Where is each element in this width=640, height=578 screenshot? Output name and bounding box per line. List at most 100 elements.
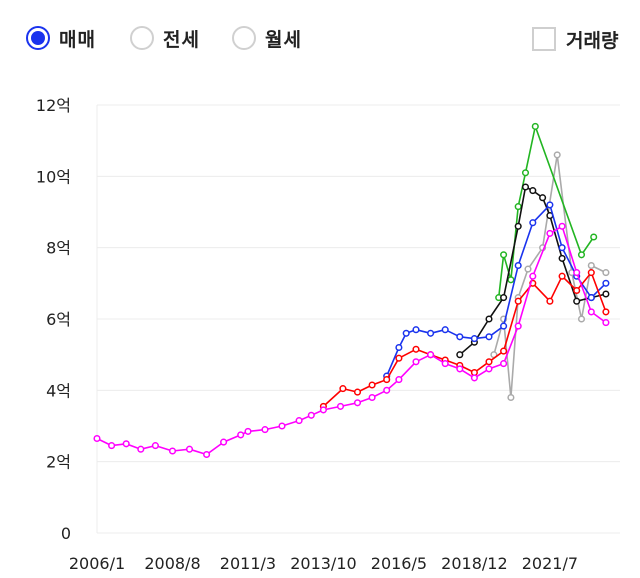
data-point <box>521 169 530 177</box>
data-point <box>573 297 581 305</box>
radio-monthly-rent[interactable]: 월세 <box>232 24 302 52</box>
data-point <box>514 297 522 305</box>
volume-checkbox[interactable]: 거래량 <box>532 26 618 52</box>
data-point <box>514 222 522 230</box>
data-point <box>558 272 566 280</box>
series-line <box>319 269 610 410</box>
y-tick-label: 10억 <box>36 167 71 186</box>
radio-label-sale: 매매 <box>59 28 96 51</box>
radio-dot-selected <box>31 31 45 45</box>
data-point <box>546 229 554 237</box>
y-tick-label: 4억 <box>46 381 71 400</box>
data-point <box>353 388 362 396</box>
series-path <box>96 225 607 456</box>
data-point <box>587 294 595 302</box>
data-point <box>514 261 522 270</box>
radio-circle-sale <box>26 26 50 50</box>
data-point <box>456 333 464 341</box>
data-point <box>558 222 566 230</box>
data-point <box>485 358 493 366</box>
x-tick-label: 2008/8 <box>144 554 200 573</box>
data-point <box>587 261 595 270</box>
data-point <box>590 233 598 241</box>
data-point <box>521 183 530 191</box>
data-point <box>577 251 586 259</box>
data-point <box>395 354 403 362</box>
data-point <box>546 297 554 305</box>
data-point <box>108 442 116 450</box>
data-point <box>514 203 522 211</box>
y-tick-label: 12억 <box>36 96 71 115</box>
data-point <box>500 294 508 302</box>
data-point <box>485 315 493 323</box>
volume-checkbox-label: 거래량 <box>566 29 619 52</box>
data-point <box>295 417 303 425</box>
data-point <box>441 326 449 334</box>
data-point <box>500 322 508 330</box>
data-point <box>602 290 610 298</box>
data-point <box>573 269 581 277</box>
data-point <box>456 351 464 359</box>
radio-label-jeonse: 전세 <box>163 28 200 51</box>
data-point <box>395 376 403 384</box>
data-point <box>470 374 478 382</box>
data-point <box>602 319 610 327</box>
x-tick-label: 2013/10 <box>290 554 356 573</box>
x-tick-label: 2021/7 <box>522 554 578 573</box>
data-point <box>220 438 228 446</box>
data-point <box>587 308 595 316</box>
radio-sale[interactable]: 매매 <box>26 24 96 52</box>
data-point <box>485 365 493 373</box>
data-point <box>507 276 515 284</box>
data-point <box>485 333 493 341</box>
x-axis-ticks: 2006/1 2008/8 2011/3 2013/10 2016/5 2018/12 20… <box>69 554 578 573</box>
y-tick-label: 0 <box>61 524 71 543</box>
radio-jeonse[interactable]: 전세 <box>130 24 200 52</box>
data-point <box>383 376 391 384</box>
y-tick-label: 6억 <box>46 310 71 329</box>
data-point <box>529 219 537 227</box>
x-tick-label: 2011/3 <box>220 554 276 573</box>
data-point <box>500 360 508 368</box>
data-point <box>402 329 410 337</box>
data-point <box>237 431 245 439</box>
series-path <box>459 186 607 356</box>
series-line <box>456 183 610 359</box>
data-point <box>412 345 420 353</box>
data-point <box>383 386 391 394</box>
data-point <box>507 393 515 402</box>
data-point <box>307 411 315 419</box>
data-point <box>529 187 537 195</box>
data-point <box>546 201 554 209</box>
y-tick-label: 2억 <box>46 453 71 472</box>
data-point <box>602 279 610 287</box>
data-point <box>524 265 532 273</box>
data-point <box>168 447 177 455</box>
data-point <box>203 450 211 459</box>
data-point <box>531 122 539 130</box>
data-point <box>514 322 522 330</box>
data-point <box>558 244 566 252</box>
data-point <box>412 358 420 366</box>
x-tick-label: 2018/12 <box>441 554 507 573</box>
chart-grid <box>96 104 620 534</box>
data-point <box>577 315 586 323</box>
x-tick-label: 2016/5 <box>371 554 427 573</box>
data-point <box>368 381 376 389</box>
data-point <box>602 308 610 316</box>
data-point <box>244 427 252 435</box>
data-point <box>573 286 581 295</box>
y-tick-label: 8억 <box>46 239 71 258</box>
data-point <box>368 393 376 402</box>
data-point <box>261 426 269 434</box>
chart-series <box>93 122 610 459</box>
data-point <box>427 351 435 359</box>
series-line <box>383 201 610 380</box>
series-path <box>322 271 607 407</box>
series-line <box>495 122 598 302</box>
data-point <box>185 445 194 453</box>
radio-circle-jeonse <box>130 26 154 50</box>
data-point <box>137 445 145 453</box>
data-point <box>553 151 561 159</box>
data-point <box>470 335 478 343</box>
